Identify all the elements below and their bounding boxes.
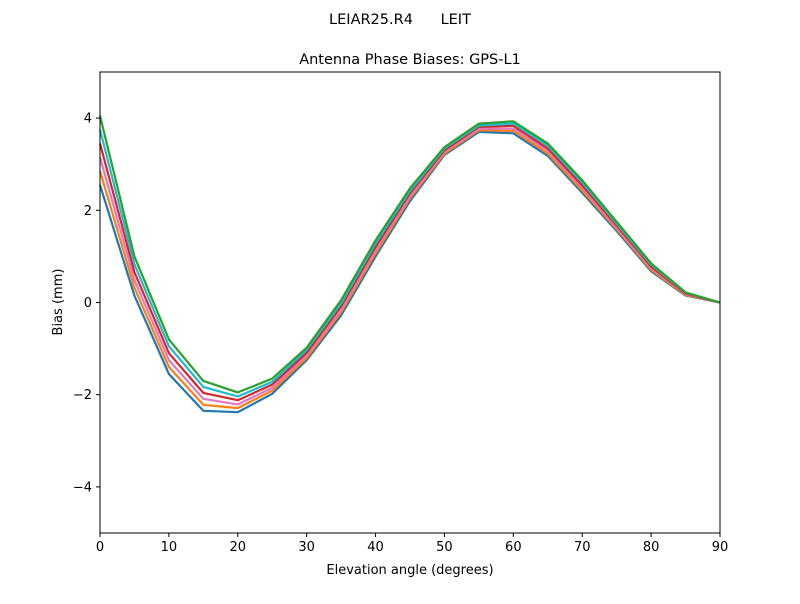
x-tick-label: 40	[367, 540, 384, 555]
x-tick-label: 80	[643, 540, 660, 555]
x-tick-label: 30	[298, 540, 315, 555]
x-tick-label: 50	[436, 540, 453, 555]
x-tick-label: 10	[161, 540, 178, 555]
axis-ticks: 0 10 20 30 40 50 60 70 80 90 −4 −2 0 2 4	[73, 112, 728, 555]
axes-frame	[99, 71, 721, 534]
x-tick-label: 0	[96, 540, 104, 555]
x-tick-label: 60	[505, 540, 522, 555]
y-tick-label: −2	[73, 388, 92, 403]
series-line-0	[98, 130, 721, 414]
x-tick-label: 90	[712, 540, 729, 555]
series-line-5	[98, 115, 721, 394]
y-tick-label: −4	[73, 480, 92, 495]
series-line-1	[98, 129, 721, 410]
chart-title: Antenna Phase Biases: GPS-L1	[299, 52, 521, 68]
x-tick-label: 70	[574, 540, 591, 555]
y-tick-label: 2	[84, 204, 92, 219]
y-tick-label: 4	[84, 112, 92, 127]
series-line-3	[98, 124, 721, 402]
y-tick-label: 0	[84, 296, 92, 311]
y-axis-label: Bias (mm)	[51, 269, 66, 336]
x-axis-label: Elevation angle (degrees)	[326, 563, 493, 578]
chart-suptitle: LEIAR25.R4 LEIT	[329, 12, 471, 28]
plot-area	[98, 115, 721, 414]
series-line-4	[98, 122, 721, 398]
series-line-2	[98, 127, 721, 406]
x-tick-label: 20	[230, 540, 247, 555]
